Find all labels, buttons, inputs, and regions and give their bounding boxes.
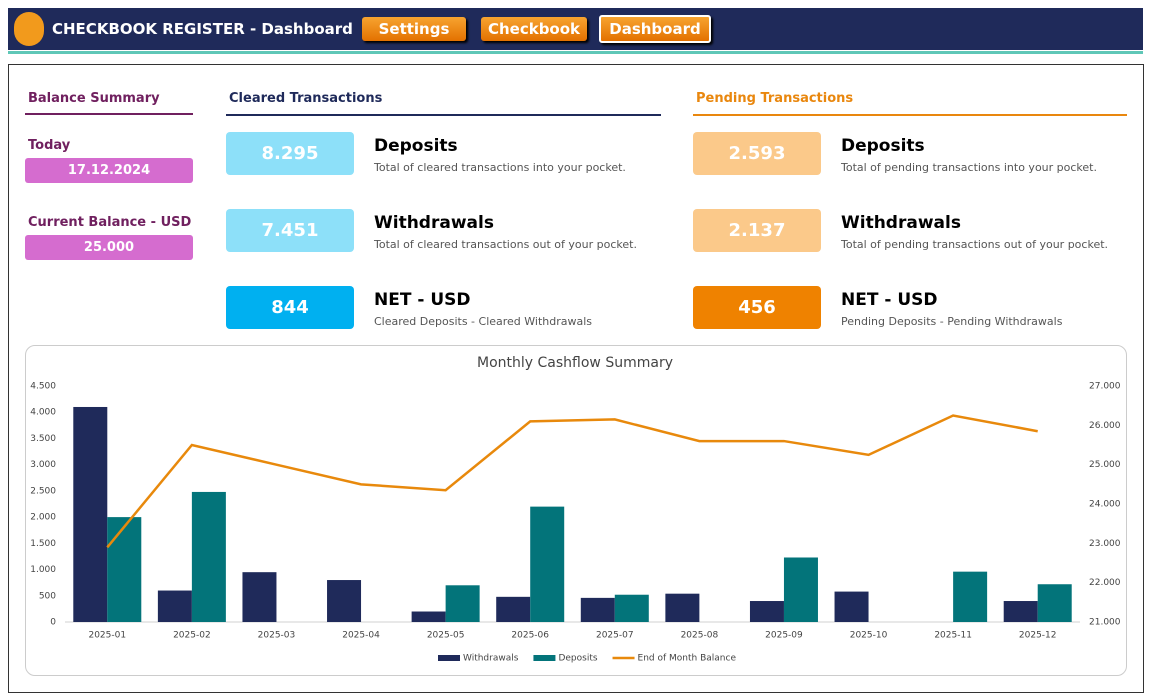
y-tick-label: 3.000 (30, 460, 56, 470)
line-series (106, 414, 1038, 549)
section-title: Cleared Transactions (229, 91, 383, 106)
kpi-value: 2.137 (693, 209, 821, 252)
kpi-description: Pending Deposits - Pending Withdrawals (841, 315, 1063, 328)
main-panel (8, 64, 1144, 693)
y-tick-label: 2.500 (30, 486, 56, 496)
y-tick-label: 1.000 (30, 565, 56, 575)
y-tick-label: 4.500 (30, 382, 56, 392)
bar (411, 611, 446, 622)
logo (14, 12, 44, 46)
bar (580, 597, 615, 622)
kpi-description: Cleared Deposits - Cleared Withdrawals (374, 315, 593, 328)
x-tick-label: 2025-09 (765, 631, 803, 641)
kpi-label: NET - USD (841, 290, 938, 310)
bar (242, 572, 277, 622)
y-tick-label: 2.000 (30, 513, 56, 523)
y2-tick-label: 25.000 (1089, 460, 1121, 470)
field-label: Current Balance - USD (28, 215, 192, 230)
kpi-label: Withdrawals (374, 213, 494, 233)
x-tick-label: 2025-08 (681, 631, 719, 641)
bar (530, 506, 565, 622)
kpi-label: Deposits (841, 136, 925, 156)
legend-label: Withdrawals (463, 654, 519, 664)
bar (157, 590, 192, 622)
kpi-description: Total of cleared transactions into your … (374, 161, 626, 174)
kpi-value: 844 (226, 286, 354, 329)
x-tick-label: 2025-11 (934, 631, 972, 641)
nav-button[interactable]: Dashboard (599, 15, 711, 43)
section-title: Pending Transactions (696, 91, 854, 106)
bar (445, 585, 480, 622)
bar (496, 596, 531, 622)
chart-title: Monthly Cashflow Summary (477, 355, 673, 371)
y2-tick-label: 21.000 (1089, 618, 1121, 628)
kpi-label: Deposits (374, 136, 458, 156)
kpi-description: Total of cleared transactions out of you… (374, 238, 637, 251)
bar (783, 557, 818, 622)
bar (953, 571, 988, 622)
legend-label: Deposits (558, 654, 597, 664)
x-tick-label: 2025-05 (427, 631, 465, 641)
bar (1003, 601, 1038, 622)
kpi-value: 8.295 (226, 132, 354, 175)
y2-tick-label: 24.000 (1089, 500, 1121, 510)
y-tick-label: 4.000 (30, 408, 56, 418)
x-tick-label: 2025-07 (596, 631, 634, 641)
y-tick-label: 0 (50, 618, 56, 628)
x-tick-label: 2025-02 (173, 631, 211, 641)
y2-tick-label: 27.000 (1089, 382, 1121, 392)
kpi-value: 456 (693, 286, 821, 329)
y2-tick-label: 22.000 (1089, 578, 1121, 588)
bar (1037, 584, 1072, 622)
y-tick-label: 500 (39, 591, 56, 601)
x-tick-label: 2025-10 (850, 631, 888, 641)
y2-tick-label: 26.000 (1089, 421, 1121, 431)
legend-swatch (533, 655, 556, 661)
nav-button[interactable]: Settings (362, 17, 466, 41)
legend-label: End of Month Balance (638, 654, 737, 664)
kpi-label: NET - USD (374, 290, 471, 310)
kpi-value: 7.451 (226, 209, 354, 252)
legend-swatch (438, 655, 460, 661)
section-rule (693, 114, 1127, 116)
bar (107, 517, 142, 622)
section-title: Balance Summary (28, 91, 160, 106)
kpi-description: Total of pending transactions into your … (841, 161, 1097, 174)
bar (749, 601, 784, 622)
field-value: 17.12.2024 (25, 158, 193, 183)
kpi-description: Total of pending transactions out of you… (841, 238, 1109, 251)
x-tick-label: 2025-04 (342, 631, 380, 641)
kpi-label: Withdrawals (841, 213, 961, 233)
y-tick-label: 3.500 (30, 434, 56, 444)
x-tick-label: 2025-03 (258, 631, 296, 641)
x-tick-label: 2025-06 (511, 631, 549, 641)
bar (327, 580, 362, 622)
x-tick-label: 2025-01 (88, 631, 126, 641)
x-tick-label: 2025-12 (1019, 631, 1057, 641)
chart-frame (25, 345, 1127, 676)
y-tick-label: 1.500 (30, 539, 56, 549)
bar (191, 491, 226, 622)
bar (614, 594, 649, 622)
field-label: Today (28, 138, 71, 153)
y2-tick-label: 23.000 (1089, 539, 1121, 549)
bar (834, 591, 869, 622)
bar (665, 593, 700, 622)
bar (73, 406, 108, 622)
field-value: 25.000 (25, 235, 193, 260)
kpi-value: 2.593 (693, 132, 821, 175)
nav-button[interactable]: Checkbook (481, 17, 587, 41)
header-rule (8, 51, 1143, 54)
section-rule (226, 114, 661, 116)
app-title: CHECKBOOK REGISTER - Dashboard (52, 20, 353, 38)
section-rule (25, 113, 193, 115)
